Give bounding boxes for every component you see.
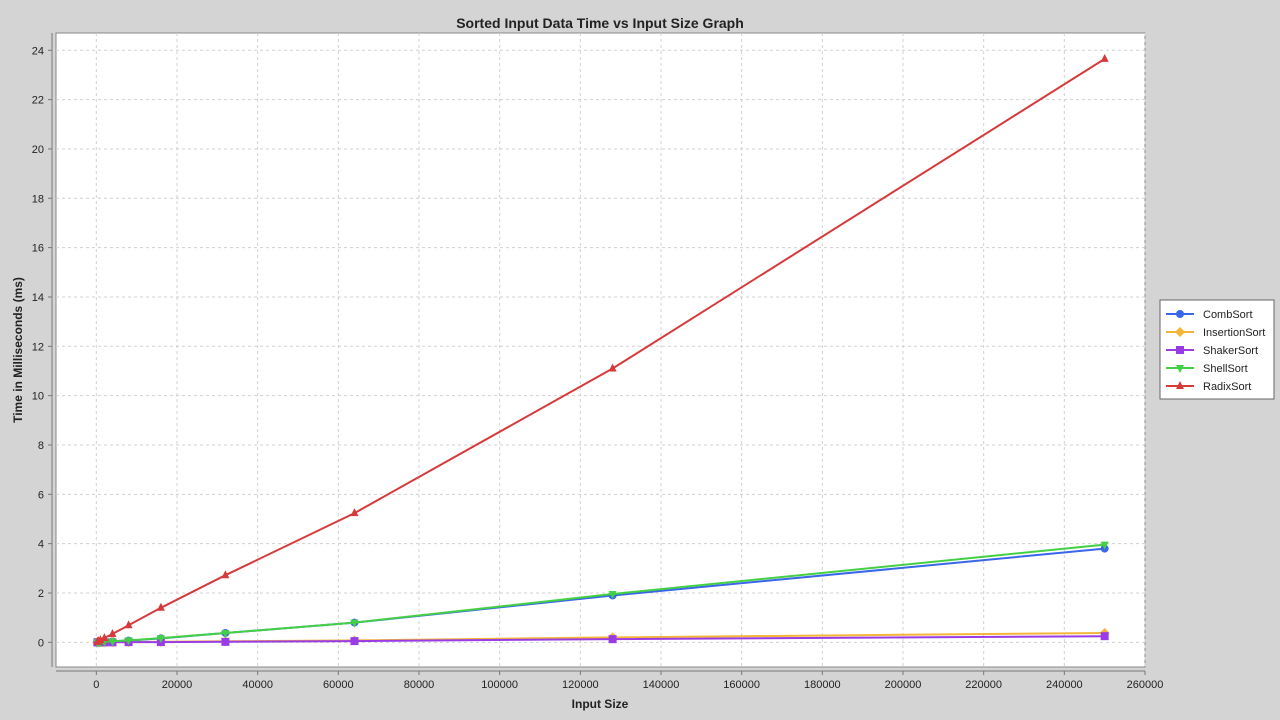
shellsort-point — [1100, 541, 1109, 550]
shellsort-point — [156, 635, 165, 644]
radixsort-point — [1100, 53, 1109, 62]
radixsort-point — [124, 620, 133, 629]
legend-label: ShakerSort — [1203, 345, 1258, 357]
y-tick-label: 0 — [38, 637, 44, 649]
legend-label: InsertionSort — [1203, 327, 1265, 339]
shellsort-point — [124, 637, 133, 646]
radixsort-point — [156, 602, 165, 611]
legend-swatch-marker — [1176, 346, 1184, 354]
legend-item-combsort: CombSort — [1166, 309, 1253, 321]
y-tick-label: 8 — [38, 440, 44, 452]
y-tick-label: 12 — [32, 341, 44, 353]
x-tick-label: 80000 — [404, 679, 435, 691]
grid-lines — [56, 33, 1146, 667]
legend: CombSort InsertionSort ShakerSort ShellSort… — [1159, 299, 1275, 400]
x-tick-label: 0 — [93, 679, 99, 691]
shakersort-point — [350, 637, 359, 646]
legend-item-insertionsort: InsertionSort — [1166, 327, 1265, 339]
series-layer — [92, 53, 1110, 648]
x-tick-label: 120000 — [562, 679, 599, 691]
series-radixsort — [93, 53, 1109, 645]
y-tick-label: 20 — [32, 144, 44, 156]
y-tick-label: 2 — [38, 588, 44, 600]
x-tick-label: 260000 — [1127, 679, 1164, 691]
x-tick-label: 100000 — [481, 679, 518, 691]
y-tick-label: 14 — [32, 292, 44, 304]
x-tick-label: 180000 — [804, 679, 841, 691]
x-tick-label: 40000 — [242, 679, 273, 691]
legend-item-shellsort: ShellSort — [1166, 363, 1248, 375]
shakersort-point — [608, 635, 617, 644]
x-axis-label: Input Size — [572, 697, 629, 711]
x-tick-label: 160000 — [723, 679, 760, 691]
shakersort-point — [221, 637, 230, 646]
legend-label: ShellSort — [1203, 363, 1248, 375]
y-tick-label: 10 — [32, 391, 44, 403]
radixsort-point — [350, 508, 359, 517]
shellsort-point — [221, 629, 230, 638]
x-axis-ticks: 0 20000 40000 60000 80000 100000 120000 140000 1… — [93, 671, 1163, 691]
radixsort-point — [100, 633, 109, 642]
radixsort-point — [608, 363, 617, 372]
y-tick-label: 6 — [38, 489, 44, 501]
shellsort-point — [608, 590, 617, 599]
y-tick-label: 18 — [32, 193, 44, 205]
y-tick-label: 24 — [32, 45, 44, 57]
y-tick-label: 4 — [38, 539, 44, 551]
chart-title: Sorted Input Data Time vs Input Size Gra… — [456, 15, 744, 31]
x-tick-label: 220000 — [965, 679, 1002, 691]
x-tick-label: 20000 — [162, 679, 193, 691]
x-tick-label: 240000 — [1046, 679, 1083, 691]
shellsort-point — [350, 619, 359, 628]
x-tick-label: 200000 — [885, 679, 922, 691]
legend-label: CombSort — [1203, 309, 1253, 321]
x-tick-label: 140000 — [643, 679, 680, 691]
shellsort-point — [108, 638, 117, 647]
plot-area — [55, 32, 1146, 668]
axes — [51, 33, 1145, 672]
legend-label: RadixSort — [1203, 381, 1251, 393]
shakersort-point — [1100, 632, 1109, 641]
y-tick-label: 16 — [32, 243, 44, 255]
radixsort-point — [108, 628, 117, 637]
legend-swatch-marker — [1176, 310, 1184, 318]
legend-swatch-marker — [1176, 365, 1184, 373]
legend-swatch-marker — [1175, 327, 1185, 337]
legend-swatch-marker — [1176, 381, 1184, 389]
y-axis-label: Time in Milliseconds (ms) — [11, 277, 25, 423]
legend-item-radixsort: RadixSort — [1166, 381, 1251, 393]
y-tick-label: 22 — [32, 95, 44, 107]
radixsort-point — [221, 570, 230, 579]
legend-item-shakersort: ShakerSort — [1166, 345, 1258, 357]
x-tick-label: 60000 — [323, 679, 354, 691]
